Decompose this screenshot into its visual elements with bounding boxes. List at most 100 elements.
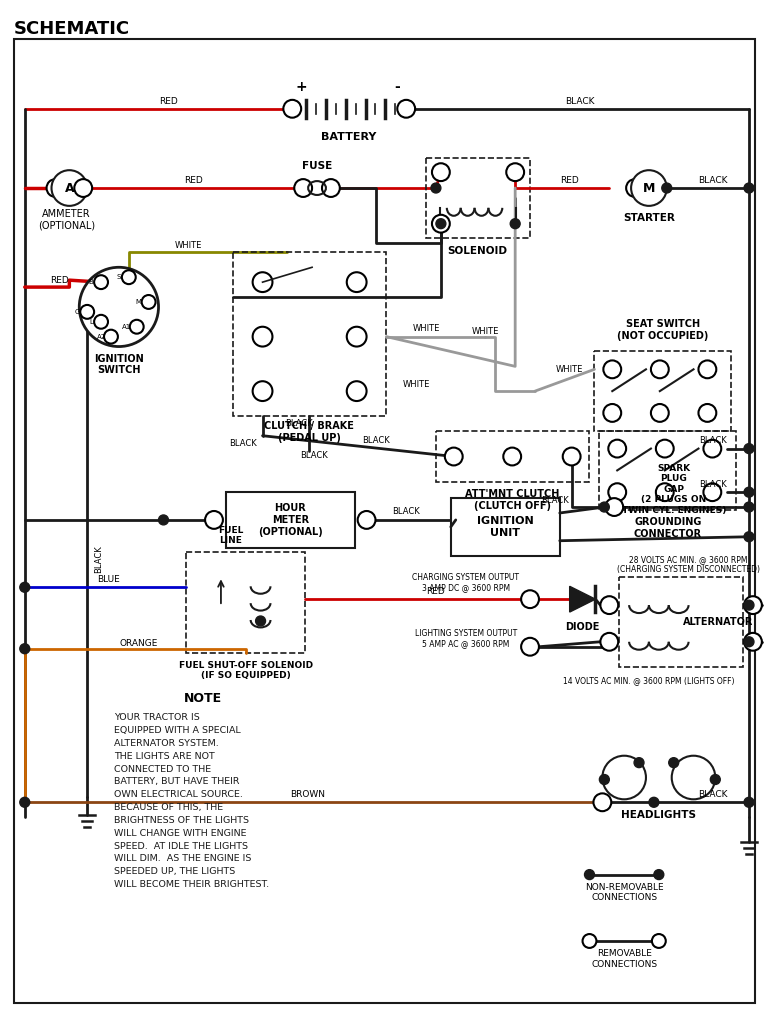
Text: 14 VOLTS AC MIN. @ 3600 RPM (LIGHTS OFF): 14 VOLTS AC MIN. @ 3600 RPM (LIGHTS OFF): [563, 676, 735, 685]
Circle shape: [698, 404, 716, 421]
Text: +: +: [296, 80, 307, 94]
Circle shape: [205, 512, 223, 529]
Text: WHITE: WHITE: [556, 365, 584, 373]
Circle shape: [432, 164, 450, 181]
Text: FUEL
LINE: FUEL LINE: [218, 526, 244, 545]
Text: HEADLIGHTS: HEADLIGHTS: [622, 810, 696, 820]
Text: NOTE: NOTE: [184, 692, 222, 705]
Circle shape: [397, 100, 415, 118]
Text: WHITE: WHITE: [472, 327, 499, 337]
Text: LIGHTING SYSTEM OUTPUT
5 AMP AC @ 3600 RPM: LIGHTING SYSTEM OUTPUT 5 AMP AC @ 3600 R…: [414, 629, 517, 649]
Text: BLACK: BLACK: [565, 97, 594, 106]
Circle shape: [142, 295, 155, 309]
Text: CLUTCH / BRAKE
(PEDAL UP): CLUTCH / BRAKE (PEDAL UP): [264, 420, 354, 443]
Bar: [426, 159, 530, 237]
Circle shape: [584, 870, 594, 880]
Circle shape: [51, 170, 87, 206]
Circle shape: [744, 633, 762, 651]
Text: SOLENOID: SOLENOID: [448, 247, 508, 257]
Circle shape: [521, 590, 539, 608]
Circle shape: [652, 934, 666, 948]
Circle shape: [744, 797, 754, 807]
Circle shape: [662, 183, 672, 193]
Text: BLACK: BLACK: [229, 439, 257, 448]
Circle shape: [599, 774, 609, 785]
Text: SCHEMATIC: SCHEMATIC: [14, 19, 130, 38]
Circle shape: [744, 502, 754, 512]
Circle shape: [358, 512, 376, 529]
Circle shape: [601, 633, 618, 651]
Circle shape: [294, 179, 312, 197]
Text: WHITE: WHITE: [403, 380, 430, 389]
Text: BLACK: BLACK: [95, 545, 103, 574]
Text: RED: RED: [560, 176, 579, 184]
Circle shape: [744, 532, 754, 542]
Circle shape: [255, 616, 265, 626]
Text: WHITE: WHITE: [175, 241, 202, 250]
Text: ORANGE: ORANGE: [120, 639, 158, 649]
Circle shape: [347, 326, 366, 347]
Circle shape: [80, 305, 94, 319]
Circle shape: [347, 272, 366, 292]
Bar: [451, 498, 559, 555]
Text: S: S: [116, 274, 121, 280]
Circle shape: [130, 320, 144, 333]
Text: FUSE: FUSE: [302, 162, 332, 171]
Circle shape: [744, 637, 754, 647]
Circle shape: [744, 444, 754, 453]
Circle shape: [669, 758, 679, 767]
Circle shape: [511, 219, 520, 229]
Text: RED: RED: [184, 176, 203, 184]
Text: BLUE: BLUE: [98, 575, 120, 584]
Circle shape: [703, 483, 721, 501]
Text: L: L: [89, 319, 93, 324]
Circle shape: [605, 498, 623, 516]
Text: YOUR TRACTOR IS
EQUIPPED WITH A SPECIAL
ALTERNATOR SYSTEM.
THE LIGHTS ARE NOT
CO: YOUR TRACTOR IS EQUIPPED WITH A SPECIAL …: [114, 713, 269, 889]
Text: RED: RED: [159, 97, 178, 106]
Text: A1: A1: [122, 323, 131, 329]
Text: BLACK: BLACK: [699, 436, 727, 445]
Text: M: M: [643, 181, 655, 194]
Text: WHITE: WHITE: [412, 324, 440, 333]
Text: A: A: [64, 181, 74, 194]
Circle shape: [20, 582, 29, 592]
Text: BLACK: BLACK: [362, 436, 390, 445]
Text: BLACK: BLACK: [300, 451, 328, 460]
Circle shape: [79, 267, 158, 347]
Circle shape: [158, 515, 168, 525]
Circle shape: [599, 502, 609, 512]
Circle shape: [608, 440, 626, 457]
Circle shape: [710, 774, 720, 785]
Circle shape: [744, 601, 754, 610]
Circle shape: [656, 440, 674, 457]
Circle shape: [651, 360, 669, 379]
Circle shape: [602, 756, 646, 799]
Circle shape: [506, 164, 524, 181]
Circle shape: [104, 329, 118, 344]
Text: REMOVABLE
CONNECTIONS: REMOVABLE CONNECTIONS: [591, 949, 657, 969]
Bar: [436, 431, 590, 482]
Text: RED: RED: [50, 275, 69, 284]
Circle shape: [347, 382, 366, 401]
Circle shape: [744, 487, 754, 497]
Bar: [619, 577, 743, 667]
Text: BLACK: BLACK: [699, 480, 727, 489]
Text: CHARGING SYSTEM OUTPUT
3 AMP DC @ 3600 RPM: CHARGING SYSTEM OUTPUT 3 AMP DC @ 3600 R…: [412, 573, 519, 592]
Circle shape: [504, 448, 521, 465]
Circle shape: [253, 326, 272, 347]
Bar: [599, 431, 736, 510]
Circle shape: [431, 183, 441, 193]
Text: BLACK: BLACK: [698, 790, 728, 799]
Circle shape: [626, 179, 644, 197]
Text: AMMETER
(OPTIONAL): AMMETER (OPTIONAL): [38, 209, 95, 230]
Text: RED: RED: [427, 587, 445, 595]
Circle shape: [604, 404, 622, 421]
Bar: [594, 352, 731, 431]
Circle shape: [47, 179, 64, 197]
Circle shape: [94, 275, 108, 290]
Text: A2: A2: [96, 333, 106, 340]
Circle shape: [654, 870, 663, 880]
Circle shape: [20, 643, 29, 654]
Circle shape: [122, 270, 136, 284]
Text: ALTERNATOR: ALTERNATOR: [683, 617, 753, 627]
